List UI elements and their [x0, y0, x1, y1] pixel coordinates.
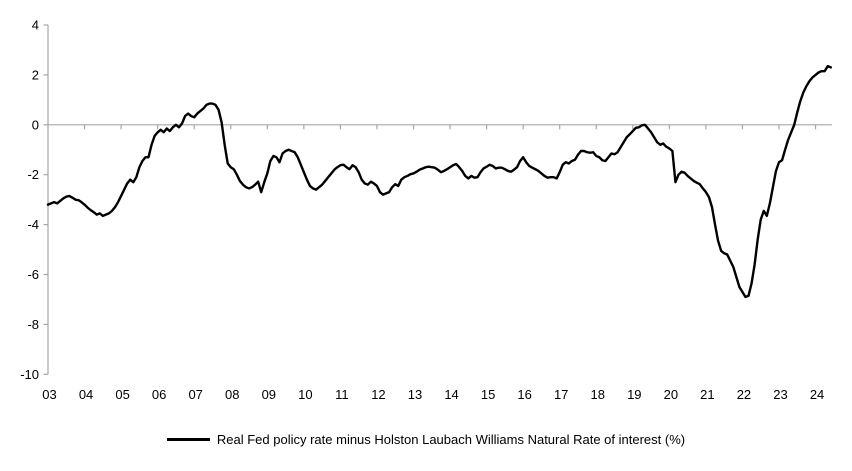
y-tick-label: -8: [27, 317, 39, 332]
y-tick-label: -4: [27, 217, 39, 232]
y-tick-label: 2: [32, 67, 39, 82]
x-tick-label: 12: [371, 387, 385, 402]
x-tick-label: 20: [664, 387, 678, 402]
x-tick-label: 24: [810, 387, 824, 402]
x-tick-label: 17: [554, 387, 568, 402]
x-tick-label: 15: [481, 387, 495, 402]
legend-line-marker: [166, 438, 210, 441]
y-tick-label: 0: [32, 117, 39, 132]
y-tick-label: 4: [32, 18, 39, 33]
x-tick-label: 06: [152, 387, 166, 402]
x-tick-label: 10: [298, 387, 312, 402]
x-tick-label: 03: [42, 387, 56, 402]
x-tick-label: 13: [408, 387, 422, 402]
y-tick-label: -6: [27, 267, 39, 282]
series-line: [46, 64, 832, 299]
x-tick-label: 04: [79, 387, 93, 402]
legend-label: Real Fed policy rate minus Holston Lauba…: [216, 432, 686, 447]
x-tick-label: 16: [517, 387, 531, 402]
x-tick-label: 14: [444, 387, 458, 402]
x-tick-label: 21: [700, 387, 714, 402]
x-tick-label: 22: [737, 387, 751, 402]
x-tick-label: 05: [115, 387, 129, 402]
x-tick-label: 18: [591, 387, 605, 402]
x-tick-label: 08: [225, 387, 239, 402]
y-tick-label: -2: [27, 167, 39, 182]
x-tick-label: 19: [627, 387, 641, 402]
x-tick-label: 11: [335, 387, 349, 402]
x-tick-label: 07: [188, 387, 202, 402]
y-tick-label: -10: [20, 367, 39, 382]
x-tick-label: 09: [262, 387, 276, 402]
legend: Real Fed policy rate minus Holston Lauba…: [0, 432, 852, 447]
x-tick-label: 23: [773, 387, 787, 402]
